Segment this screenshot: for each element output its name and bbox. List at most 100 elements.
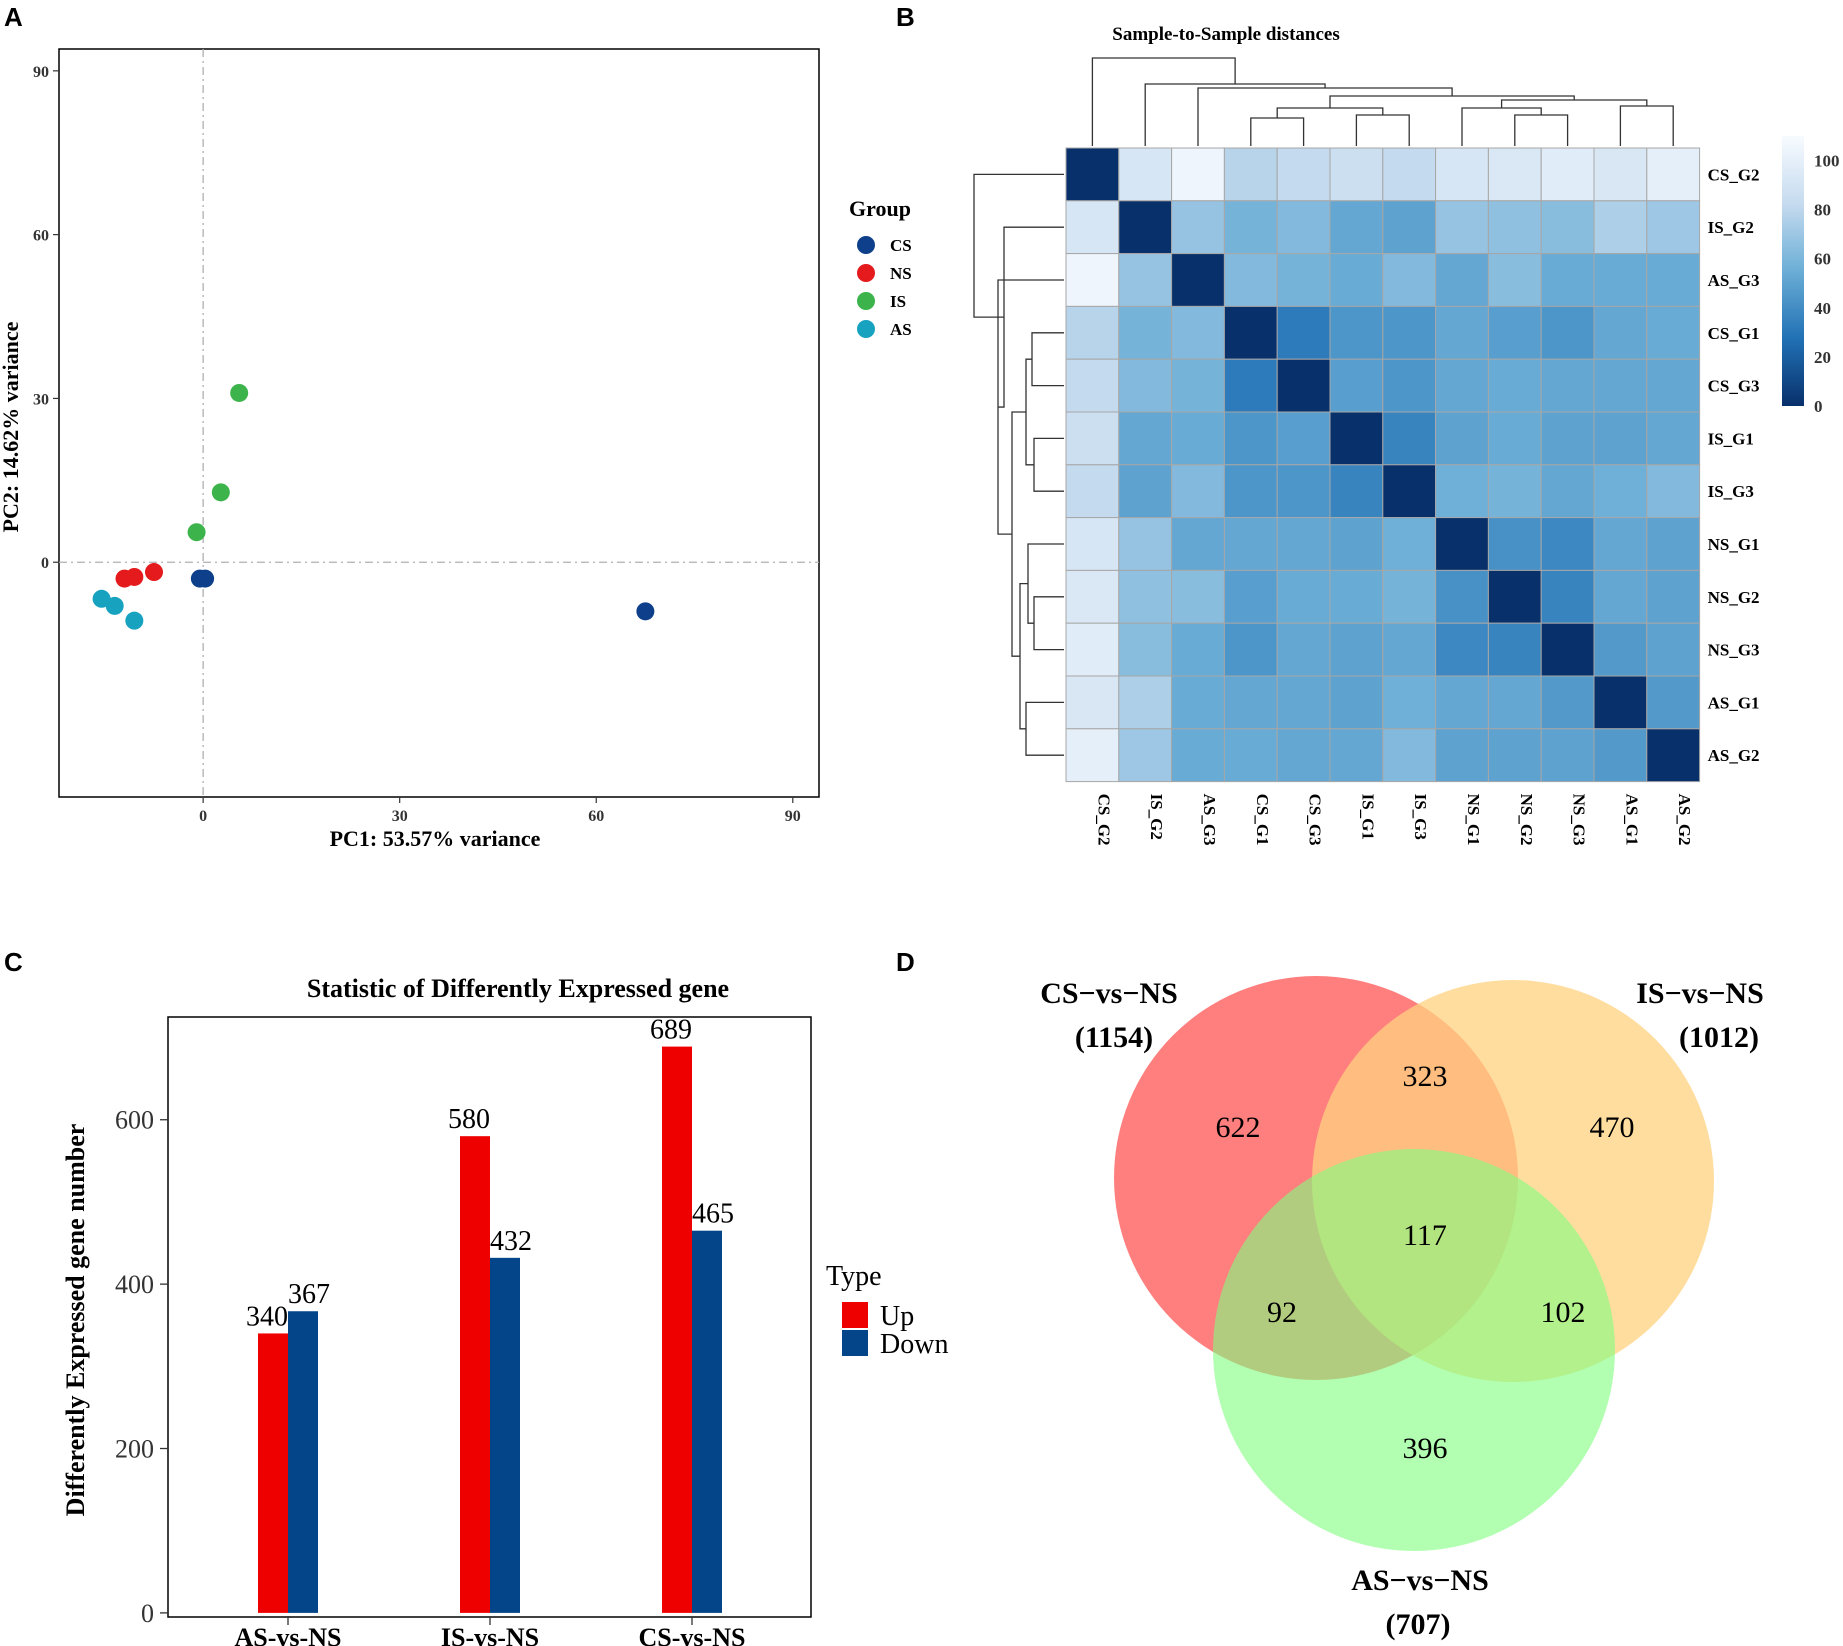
heatmap-cell [1487,517,1542,571]
heatmap-cell [1065,358,1120,413]
pca-point-cs [196,569,215,588]
heatmap-cell [1065,253,1120,307]
pca-legend: Group CS NS IS AS [849,196,912,339]
heatmap-cell [1540,464,1595,519]
heatmap-cell [1329,358,1384,413]
heatmap-cell [1276,305,1331,360]
heatmap-column-label: NS_G2 [1517,794,1536,846]
venn-region-all: 117 [1403,1219,1447,1252]
heatmap-cell [1171,147,1225,202]
heatmap-row-label: CS_G2 [1708,165,1760,184]
pca-point-is [230,383,249,402]
heatmap-column-label: NS_G3 [1570,794,1589,846]
heatmap-cell [1540,569,1595,624]
heatmap-cell [1540,147,1595,202]
heatmap-row-label: AS_G3 [1708,271,1760,290]
heatmap-cell [1382,253,1437,307]
heatmap-cell [1646,200,1701,255]
dendrogram-branch [1355,114,1410,146]
heatmap-cell [1118,200,1173,255]
heatmap-cell [1171,358,1225,413]
heatmap-cell [1223,622,1278,677]
pca-y-tick-label: 90 [33,64,49,81]
heatmap-cell [1329,569,1384,624]
pca-point-is [211,483,230,502]
heatmap-cell [1223,411,1278,466]
heatmap-cell [1065,622,1120,677]
bar-category-label: CS-vs-NS [639,1623,746,1646]
heatmap-row-label: NS_G2 [1708,588,1760,607]
heatmap-row-label: NS_G1 [1708,535,1760,554]
bar-up [258,1333,288,1613]
heatmap-cell [1065,728,1120,783]
heatmap-cell [1276,622,1331,677]
bar-y-tick-label: 600 [115,1106,154,1135]
heatmap-row-labels: CS_G2 IS_G2 AS_G3 CS_G1 CS_G3 IS_G1 IS_G3 NS_G1… [1708,165,1760,765]
heatmap-cell [1487,358,1542,413]
heatmap-row-label: AS_G1 [1708,693,1760,712]
pca-point-ns [145,563,163,582]
heatmap-cell [1540,305,1595,360]
bar-value-label: 340 [246,1301,288,1332]
dendrogram-branch [1091,57,1236,146]
heatmap-cell [1171,675,1225,730]
bar-value-label: 432 [490,1226,532,1257]
pca-y-axis-title: PC2: 14.62% variance [0,321,23,532]
heatmap-column-label: IS_G2 [1147,794,1166,840]
heatmap-row-dendrogram [973,173,1064,756]
heatmap-cell [1435,253,1489,307]
bar-y-tick-label: 400 [115,1270,154,1299]
heatmap-cell [1329,305,1384,360]
heatmap-cell [1118,253,1173,307]
bar-up [460,1136,490,1613]
dendrogram-branch [1619,105,1674,146]
pca-legend-label-is: IS [890,292,906,311]
heatmap-cell [1065,200,1120,255]
venn-set-cs-name: CS−vs−NS [1040,977,1178,1010]
colorbar-tick-label: 20 [1814,348,1831,367]
dendrogram-branch [1033,596,1064,651]
heatmap-cell [1646,569,1701,624]
heatmap-column-label: IS_G3 [1411,794,1430,840]
heatmap-cell [1065,517,1120,571]
pca-y-tick-label: 0 [41,555,49,572]
dendrogram-branch [1276,107,1384,118]
heatmap-cell [1329,147,1384,202]
heatmap-cell [1487,569,1542,624]
heatmap-cell [1065,464,1120,519]
heatmap-cell [1223,358,1278,413]
heatmap-cell [1276,675,1331,730]
colorbar-tick-label: 40 [1814,299,1831,318]
pca-y-tick-label: 30 [33,391,49,408]
heatmap-cell [1329,622,1384,677]
pca-x-tick-label: 0 [199,808,207,825]
pca-legend-swatch-is [857,292,875,310]
heatmap-cell [1435,200,1489,255]
heatmap-cell [1276,147,1331,202]
heatmap-title: Sample-to-Sample distances [1112,24,1339,45]
pca-points [92,383,655,630]
heatmap-cell [1382,411,1437,466]
heatmap-cell [1435,411,1489,466]
heatmap-cell [1329,464,1384,519]
heatmap-cell [1435,464,1489,519]
pca-legend-label-ns: NS [890,264,912,283]
dendrogram-branch [1197,87,1453,146]
heatmap-cell [1276,464,1331,519]
heatmap-cell [1118,464,1173,519]
heatmap-column-label: CS_G2 [1094,794,1113,846]
heatmap-row-label: IS_G3 [1708,482,1754,501]
heatmap-column-label: CS_G3 [1306,794,1325,846]
heatmap-cell [1435,569,1489,624]
panel-letter-d: D [896,947,915,977]
heatmap-cell [1540,200,1595,255]
heatmap-cell [1118,411,1173,466]
bar-down [692,1230,722,1613]
heatmap-cell [1276,358,1331,413]
pca-reference-lines [59,49,819,797]
heatmap-cell [1118,622,1173,677]
heatmap-cell [1382,517,1437,571]
